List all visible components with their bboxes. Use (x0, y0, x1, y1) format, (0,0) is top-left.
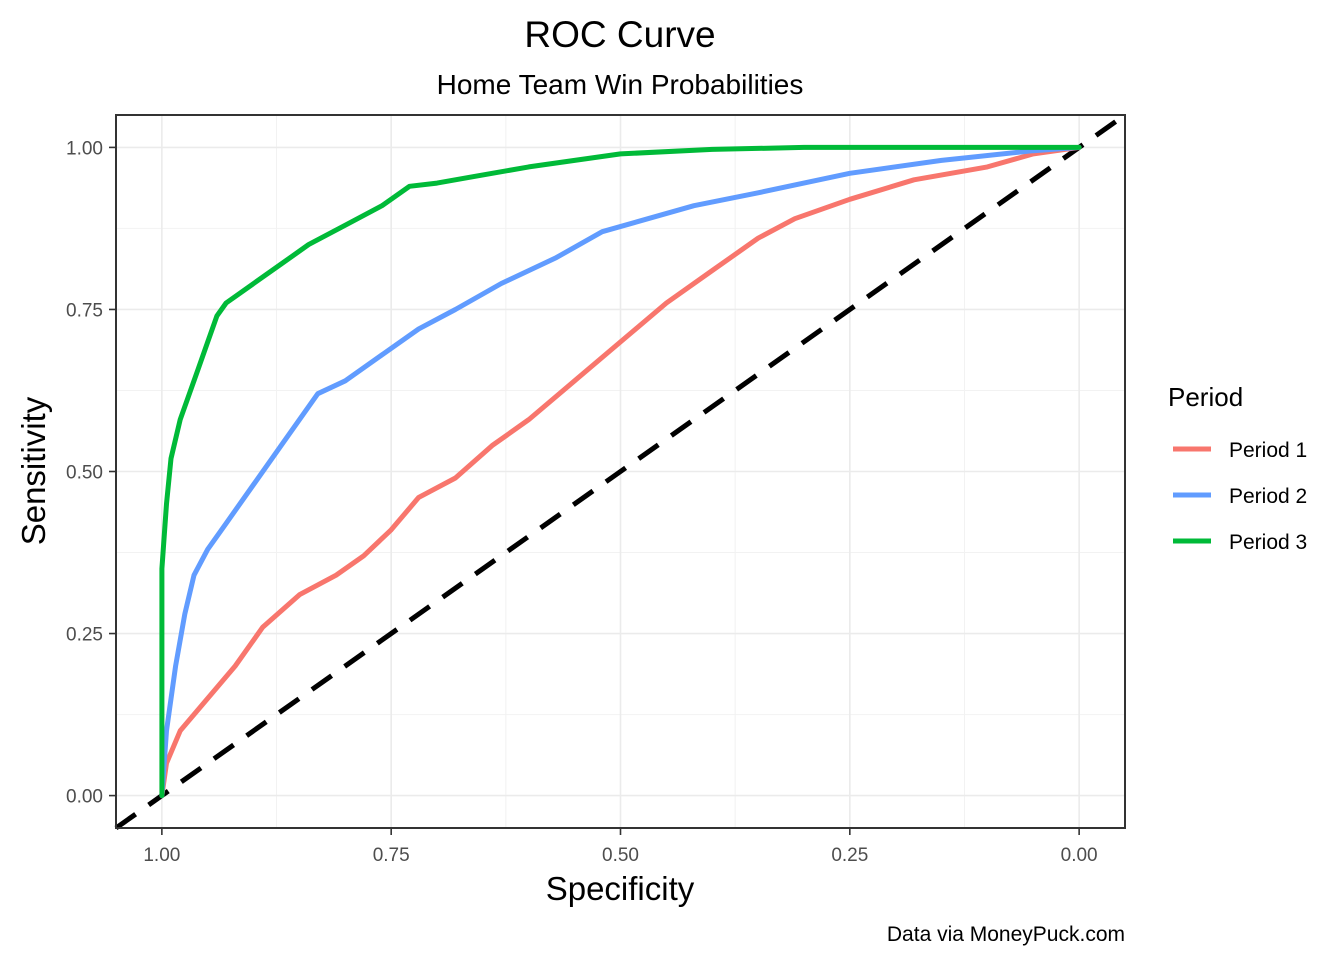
legend-items: Period 1 Period 2 Period 3 (1173, 439, 1307, 554)
legend-label-period-3: Period 3 (1229, 531, 1307, 554)
x-axis-ticks: 1.00 0.75 0.50 0.25 0.00 (143, 828, 1098, 866)
series-lines (159, 144, 1082, 799)
y-axis-title: Sensitivity (15, 396, 52, 545)
y-tick-label: 0.50 (66, 463, 103, 484)
y-tick-label: 0.00 (66, 787, 103, 808)
y-tick-label: 1.00 (66, 138, 103, 159)
y-tick-label: 0.25 (66, 625, 103, 646)
x-tick-label: 0.50 (602, 845, 639, 866)
x-axis-title: Specificity (546, 870, 695, 907)
x-tick-label: 0.00 (1061, 845, 1098, 866)
chart-title: ROC Curve (524, 14, 715, 55)
series-line-period-1 (159, 144, 1082, 799)
y-tick-label: 0.75 (66, 300, 103, 321)
series-line-period-2 (159, 144, 1082, 799)
legend: Period Period 1 Period 2 Period 3 (1168, 382, 1307, 554)
chart-subtitle: Home Team Win Probabilities (437, 69, 804, 100)
legend-title: Period (1168, 382, 1243, 412)
legend-label-period-2: Period 2 (1229, 485, 1307, 508)
reference-line-group (114, 112, 1127, 831)
x-tick-label: 1.00 (143, 845, 180, 866)
reference-diagonal-line (114, 112, 1127, 831)
legend-label-period-1: Period 1 (1229, 439, 1307, 462)
gridlines (116, 115, 1125, 828)
y-axis-ticks: 0.00 0.25 0.50 0.75 1.00 (66, 138, 116, 808)
series-line-period-3 (159, 144, 1082, 799)
x-tick-label: 0.75 (373, 845, 410, 866)
x-tick-label: 0.25 (831, 845, 868, 866)
chart-caption: Data via MoneyPuck.com (887, 923, 1125, 946)
